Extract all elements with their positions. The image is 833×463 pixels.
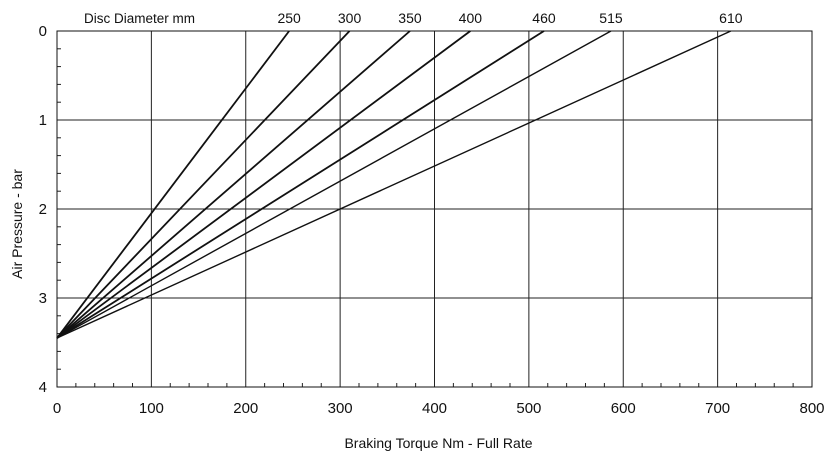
y-tick-label: 4 [39, 379, 47, 396]
series-label-350: 350 [398, 10, 422, 26]
y-tick-label: 3 [39, 290, 47, 307]
x-tick-label: 100 [139, 400, 164, 417]
y-tick-label: 1 [39, 112, 47, 129]
y-tick-label: 0 [39, 23, 47, 40]
minor-ticks [57, 49, 793, 387]
y-tick-labels: 0 1 2 3 4 [39, 23, 47, 396]
series-line-300 [57, 31, 350, 338]
series-line-400 [57, 31, 470, 338]
series-label-300: 300 [338, 10, 362, 26]
series-label-460: 460 [532, 10, 556, 26]
series-labels: 250 300 350 400 460 515 610 [277, 10, 742, 26]
x-tick-label: 500 [516, 400, 541, 417]
grid [57, 31, 812, 387]
x-tick-labels: 0 100 200 300 400 500 600 700 800 [53, 400, 825, 417]
series-line-515 [57, 31, 611, 338]
series-label-400: 400 [459, 10, 483, 26]
series-label-515: 515 [599, 10, 623, 26]
series-label-250: 250 [277, 10, 301, 26]
series-label-610: 610 [719, 10, 743, 26]
series-line-350 [57, 31, 410, 338]
y-axis-label: Air Pressure - bar [9, 169, 25, 279]
x-tick-label: 700 [705, 400, 730, 417]
x-tick-label: 200 [233, 400, 258, 417]
series-lines [57, 31, 731, 338]
series-line-250 [57, 31, 289, 338]
x-axis-label: Braking Torque Nm - Full Rate [344, 435, 532, 451]
x-tick-label: 300 [328, 400, 353, 417]
x-tick-label: 600 [611, 400, 636, 417]
y-tick-label: 2 [39, 201, 47, 218]
x-tick-label: 400 [422, 400, 447, 417]
x-tick-label: 800 [799, 400, 824, 417]
legend-title: Disc Diameter mm [84, 11, 195, 26]
x-tick-label: 0 [53, 400, 61, 417]
series-line-460 [57, 31, 544, 338]
series-line-610 [57, 31, 731, 338]
